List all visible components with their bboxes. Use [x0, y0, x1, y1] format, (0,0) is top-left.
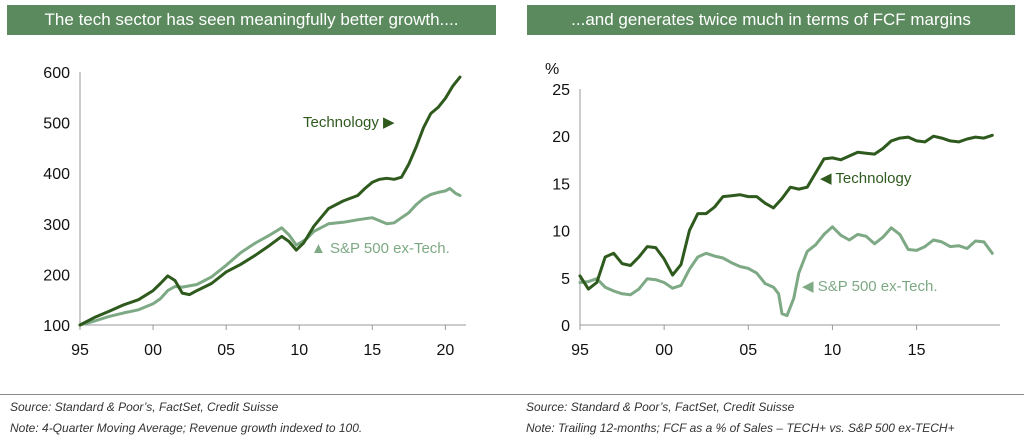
- technology-series-label: ◀ Technology: [820, 170, 912, 187]
- x-tick-label: 95: [571, 342, 589, 359]
- y-axis-unit-label: %: [545, 61, 559, 78]
- x-tick-label: 10: [824, 342, 842, 359]
- y-tick-label: 0: [561, 318, 570, 335]
- x-tick-label: 00: [144, 342, 162, 359]
- y-tick-label: 5: [561, 271, 570, 288]
- x-tick-label: 00: [655, 342, 673, 359]
- y-tick-label: 100: [43, 318, 70, 335]
- y-tick-label: 300: [43, 217, 70, 234]
- right-panel-title: ...and generates twice much in terms of …: [527, 5, 1015, 35]
- right-footnote: Note: Trailing 12-months; FCF as a % of …: [526, 421, 955, 435]
- x-tick-label: 95: [71, 342, 89, 359]
- x-tick-label: 05: [217, 342, 235, 359]
- y-tick-label: 500: [43, 116, 70, 133]
- y-tick-label: 15: [552, 176, 570, 193]
- technology-series-line: [78, 75, 462, 327]
- x-tick-label: 15: [363, 342, 381, 359]
- sp500-ex-tech-series-label: ▲ S&P 500 ex-Tech.: [311, 240, 450, 257]
- technology-series-line: [578, 133, 994, 291]
- left-footnote: Note: 4-Quarter Moving Average; Revenue …: [10, 421, 363, 435]
- x-tick-label: 20: [436, 342, 454, 359]
- sp500-ex-tech-series-label: ◀ S&P 500 ex-Tech.: [802, 278, 938, 295]
- x-tick-label: 05: [739, 342, 757, 359]
- x-tick-label: 10: [290, 342, 308, 359]
- revenue-growth-chart: 100 200 300 400 500 600 95 00 05 10 15 20 Technology…: [43, 65, 466, 359]
- right-source-note: Source: Standard & Poor’s, FactSet, Cred…: [526, 400, 795, 414]
- technology-series-label: Technology ▶: [303, 114, 395, 131]
- y-tick-label: 200: [43, 267, 70, 284]
- footer-divider: [0, 394, 1024, 395]
- y-tick-label: 20: [552, 129, 570, 146]
- left-panel-title: The tech sector has seen meaningfully be…: [7, 5, 496, 35]
- y-tick-label: 400: [43, 166, 70, 183]
- x-tick-label: 15: [908, 342, 926, 359]
- left-source-note: Source: Standard & Poor’s, FactSet, Cred…: [10, 400, 279, 414]
- sp500-ex-tech-series-line: [578, 225, 994, 318]
- y-tick-label: 25: [552, 82, 570, 99]
- y-tick-label: 10: [552, 224, 570, 241]
- y-tick-label: 600: [43, 65, 70, 82]
